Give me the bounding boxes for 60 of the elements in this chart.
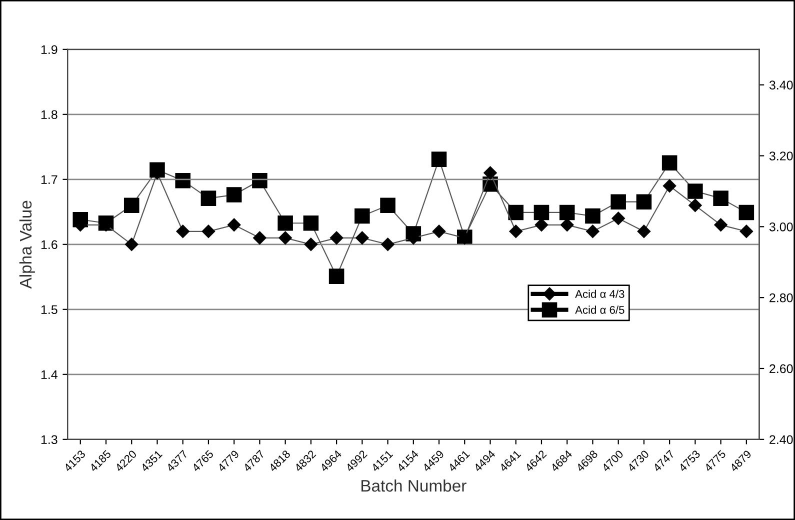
point (175, 172, 190, 188)
point (714, 218, 728, 232)
point (253, 231, 266, 244)
point (356, 231, 369, 244)
point (585, 208, 600, 224)
point (227, 218, 241, 232)
point (534, 204, 550, 220)
point (612, 212, 625, 225)
y2-tick-label: 2.80 (770, 293, 793, 302)
y2-tick-label: 2.60 (770, 364, 793, 374)
point (176, 224, 190, 238)
x-axis-title: Batch Number (362, 479, 466, 492)
y-tick-label: 1.5 (41, 305, 58, 314)
point (738, 204, 754, 220)
point (688, 198, 702, 212)
point (662, 179, 676, 192)
point (124, 198, 140, 214)
y-tick-label: 1.8 (41, 110, 58, 120)
point (125, 238, 138, 251)
y2-tick-label: 3.40 (769, 80, 793, 90)
point (304, 238, 318, 251)
point (354, 208, 370, 224)
point (226, 187, 242, 202)
y-tick-label: 1.7 (41, 175, 58, 184)
point (278, 215, 293, 231)
point (560, 218, 574, 232)
point (508, 204, 524, 220)
point (328, 268, 344, 284)
point (610, 194, 626, 210)
legend-label: Acid α 6/5 (575, 306, 624, 314)
y-tick-label: 1.6 (41, 240, 58, 250)
point (484, 166, 497, 180)
point (509, 224, 522, 238)
point (534, 218, 548, 232)
y-tick-label: 1.3 (41, 435, 58, 444)
y-tick-label: 1.9 (41, 45, 58, 54)
point (380, 198, 396, 214)
point (303, 215, 319, 231)
point (637, 224, 651, 238)
point (559, 204, 575, 220)
point (636, 194, 652, 210)
point (586, 224, 600, 238)
point (713, 190, 728, 206)
point (252, 172, 268, 188)
y-tick-label: 1.4 (41, 370, 58, 379)
point (278, 231, 292, 244)
point (330, 231, 344, 244)
point (432, 224, 446, 238)
point (662, 155, 678, 170)
y2-tick-label: 3.20 (769, 152, 793, 160)
point (431, 152, 447, 167)
point (740, 224, 754, 238)
y2-tick-label: 3.00 (769, 222, 793, 232)
point (381, 238, 394, 251)
y2-tick-label: 2.40 (770, 435, 793, 444)
y-axis-title: Alpha Value (19, 200, 35, 289)
point (200, 190, 216, 206)
point (688, 184, 703, 199)
point (202, 224, 216, 238)
legend-label: Acid α 4/3 (575, 290, 624, 298)
